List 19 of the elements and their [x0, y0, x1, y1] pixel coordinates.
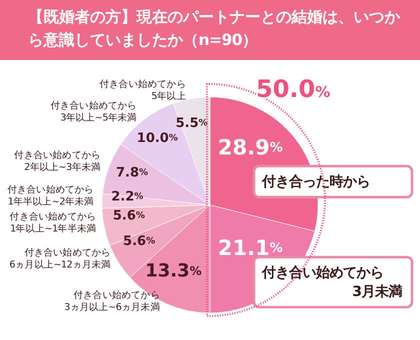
data-label: 2.2%	[111, 190, 144, 205]
slice-label: 付き合い始めてから 1年半以上~2年未満	[7, 183, 94, 208]
data-label: 5.6%	[123, 234, 156, 249]
slice-label: 付き合い始めてから 2年以上~3年未満	[14, 149, 101, 174]
data-label: 21.1%	[218, 236, 283, 260]
slice-label: 付き合い始めてから 1年以上~1年半未満	[10, 210, 97, 234]
data-label: 5.5%	[176, 116, 208, 131]
data-label: 13.3%	[145, 260, 202, 282]
slice-label: 付き合い始めてから 3月未満	[261, 265, 402, 300]
data-label: 28.9%	[218, 136, 283, 160]
slice-label: 付き合い始めてから 3年以上~5年未満	[50, 100, 138, 124]
slice-label: 付き合い始めてから 6ヵ月以上~12ヵ月未満	[9, 246, 112, 271]
data-label: 5.6%	[112, 208, 145, 224]
text: 50.0%	[256, 75, 330, 103]
chart-title: 【既婚者の方】現在のパートナーとの結婚は、いつから意識していましたか（n=90）	[0, 0, 420, 60]
slice-label: 付き合い始めてから 5年以上	[99, 78, 186, 102]
data-label: 7.8%	[116, 166, 148, 181]
slice-label: 付き合った時から	[261, 174, 370, 190]
data-label: 10.0%	[136, 131, 178, 146]
